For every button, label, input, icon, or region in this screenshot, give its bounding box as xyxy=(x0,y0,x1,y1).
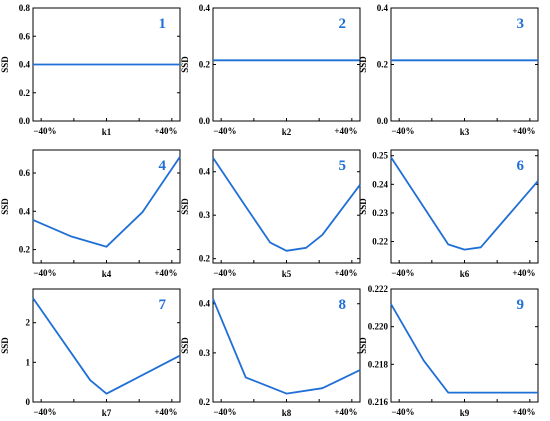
y-axis-label: SSD xyxy=(358,337,368,354)
y-axis-label: SSD xyxy=(180,337,190,354)
x-tick-label: −40% xyxy=(391,126,414,136)
x-axis-label: k8 xyxy=(282,408,292,418)
y-tick-label: 0.216 xyxy=(368,397,389,407)
data-series-line xyxy=(212,298,361,395)
x-tick-label: +40% xyxy=(154,407,177,417)
y-tick-label: 0.0 xyxy=(199,116,211,126)
y-tick-label: 0.2 xyxy=(377,60,389,70)
panel-number: 2 xyxy=(339,16,347,32)
y-tick-label: 0.0 xyxy=(377,116,389,126)
chart-panel-3: 0.0 0.2 0.4 −40% +40% k3 SSD 3 xyxy=(358,3,539,137)
x-tick-label: −40% xyxy=(213,268,236,278)
y-tick-label: 0.2 xyxy=(199,397,211,407)
y-axis-label: SSD xyxy=(358,56,368,73)
x-tick-label: +40% xyxy=(334,407,357,417)
x-tick-label: −40% xyxy=(391,407,414,417)
panel-number: 4 xyxy=(159,158,167,174)
y-tick-label: 0.2 xyxy=(19,245,31,255)
x-tick-label: +40% xyxy=(334,268,357,278)
chart-panel-6: 0.22 0.23 0.24 0.25 −40% +40% k6 SSD 6 xyxy=(358,149,539,279)
y-tick-label: 0.4 xyxy=(199,3,211,13)
chart-panel-9: 0.216 0.218 0.220 0.222 −40% +40% k9 SSD 9 xyxy=(358,284,539,418)
chart-panel-5: 0.2 0.3 0.4 −40% +40% k5 SSD 5 xyxy=(180,149,361,279)
y-tick-label: 0.3 xyxy=(199,348,211,358)
x-tick-label: +40% xyxy=(154,268,177,278)
x-axis-label: k3 xyxy=(460,127,470,137)
y-tick-label: 0.24 xyxy=(372,179,388,189)
data-series-line xyxy=(212,157,361,252)
y-tick-label: 0.4 xyxy=(377,3,389,13)
chart-panel-7: 0 1 2 −40% +40% k7 SSD 7 xyxy=(0,288,181,418)
y-axis-label: SSD xyxy=(358,198,368,215)
x-tick-label: +40% xyxy=(512,268,535,278)
x-tick-label: −40% xyxy=(33,126,56,136)
panel-number: 1 xyxy=(159,16,167,32)
y-axis-label: SSD xyxy=(0,198,10,215)
y-tick-label: 2 xyxy=(26,318,31,328)
y-axis-label: SSD xyxy=(180,198,190,215)
x-tick-label: −40% xyxy=(33,268,56,278)
x-tick-label: +40% xyxy=(154,126,177,136)
y-tick-label: 0.4 xyxy=(199,299,211,309)
y-tick-label: 0 xyxy=(26,397,31,407)
x-axis-label: k9 xyxy=(460,408,470,418)
panel-number: 8 xyxy=(339,297,347,313)
y-tick-label: 0.25 xyxy=(372,151,388,161)
panel-number: 6 xyxy=(517,158,525,174)
y-tick-label: 0.4 xyxy=(19,60,31,70)
y-tick-label: 0.4 xyxy=(199,167,211,177)
y-tick-label: 0.2 xyxy=(199,60,211,70)
y-axis-label: SSD xyxy=(0,337,10,354)
data-series-line xyxy=(32,297,181,395)
data-series-line xyxy=(390,303,538,394)
y-tick-label: 0.8 xyxy=(19,3,31,13)
x-axis-label: k5 xyxy=(282,269,292,279)
panel-number: 7 xyxy=(159,297,167,313)
y-tick-label: 0.3 xyxy=(199,210,211,220)
data-series-line xyxy=(32,156,181,248)
y-tick-label: 0.6 xyxy=(19,31,31,41)
y-tick-label: 0.2 xyxy=(199,254,211,264)
x-tick-label: −40% xyxy=(33,407,56,417)
panel-number: 5 xyxy=(339,158,347,174)
y-tick-label: 0.23 xyxy=(372,208,388,218)
x-axis-label: k4 xyxy=(102,269,112,279)
y-axis-label: SSD xyxy=(180,56,190,73)
x-axis-label: k1 xyxy=(102,127,112,137)
x-tick-label: +40% xyxy=(334,126,357,136)
x-tick-label: +40% xyxy=(512,126,535,136)
y-tick-label: 0.222 xyxy=(368,284,389,294)
data-series-line xyxy=(390,156,539,251)
x-axis-label: k7 xyxy=(102,408,112,418)
y-tick-label: 0.218 xyxy=(368,359,389,369)
x-tick-label: +40% xyxy=(512,407,535,417)
y-tick-label: 0.0 xyxy=(19,116,31,126)
y-tick-label: 0.220 xyxy=(368,322,389,332)
y-tick-label: 0.2 xyxy=(19,88,31,98)
x-axis-label: k2 xyxy=(282,127,292,137)
x-tick-label: −40% xyxy=(391,268,414,278)
x-axis-label: k6 xyxy=(460,269,470,279)
y-tick-label: 0.6 xyxy=(19,168,31,178)
y-tick-label: 0.22 xyxy=(372,237,388,247)
y-tick-label: 0.4 xyxy=(19,206,31,216)
x-tick-label: −40% xyxy=(213,126,236,136)
chart-panel-4: 0.2 0.4 0.6 −40% +40% k4 SSD 4 xyxy=(0,149,181,279)
y-axis-label: SSD xyxy=(0,56,10,73)
x-tick-label: −40% xyxy=(213,407,236,417)
panel-number: 9 xyxy=(517,297,525,313)
chart-panel-2: 0.0 0.2 0.4 −40% +40% k2 SSD 2 xyxy=(180,3,361,137)
y-tick-label: 1 xyxy=(26,357,31,367)
panel-number: 3 xyxy=(517,16,525,32)
chart-panel-8: 0.2 0.3 0.4 −40% +40% k8 SSD 8 xyxy=(180,288,361,418)
chart-panel-1: 0.0 0.2 0.4 0.6 0.8 −40% +40% k1 SSD 1 xyxy=(0,3,181,137)
